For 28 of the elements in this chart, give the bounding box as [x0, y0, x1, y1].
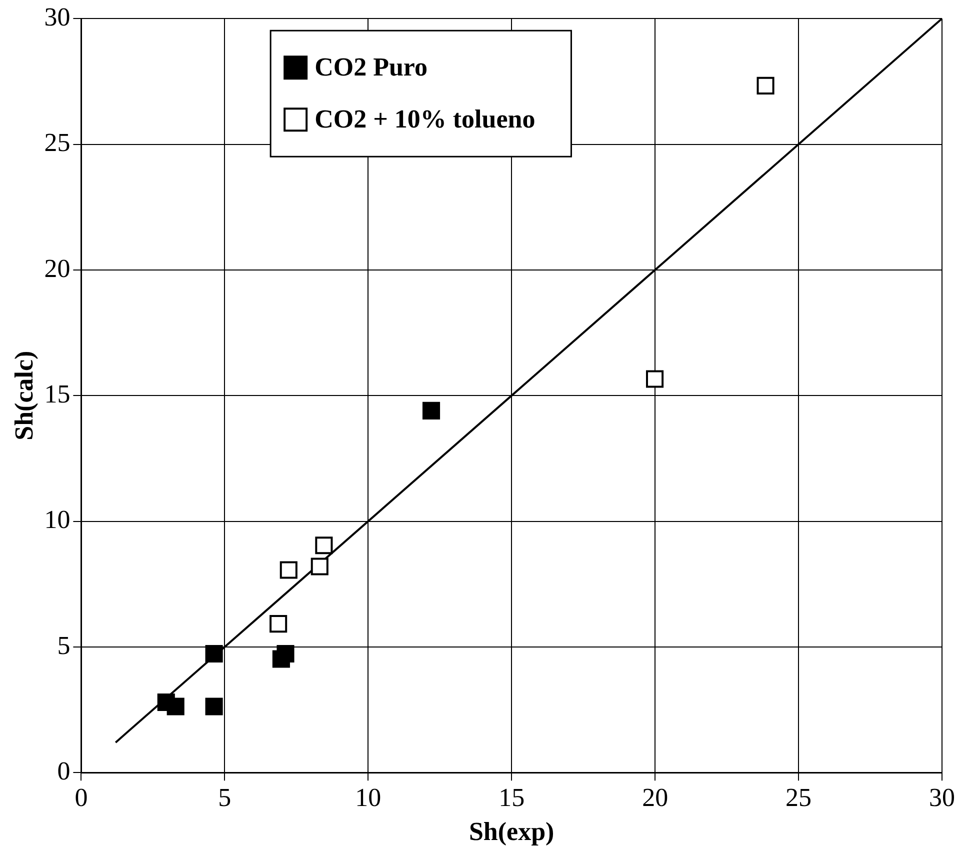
point [310, 558, 328, 576]
point [756, 76, 774, 94]
x-tick-label: 20 [642, 783, 668, 812]
point [422, 402, 440, 420]
point [315, 536, 333, 554]
point [205, 698, 223, 716]
legend-label: CO2 + 10% tolueno [314, 104, 536, 134]
x-axis-title: Sh(exp) [468, 817, 554, 846]
x-tick-label: 30 [929, 783, 955, 812]
x-tick-label: 10 [355, 783, 382, 812]
point [270, 615, 288, 633]
x-tick-label: 15 [498, 783, 525, 812]
point [280, 561, 298, 579]
y-tick-label: 5 [57, 630, 70, 660]
y-tick-label: 25 [44, 128, 70, 158]
legend-label: CO2 Puro [314, 52, 428, 82]
y-tick-label: 30 [44, 2, 70, 32]
y-tick-label: 20 [44, 254, 70, 283]
point [276, 644, 294, 662]
point [205, 644, 223, 662]
x-tick-label: 25 [786, 783, 812, 812]
y-tick-label: 10 [44, 505, 70, 534]
y-tick-label: 15 [44, 379, 70, 408]
point [646, 370, 664, 388]
point [166, 698, 184, 716]
x-tick-label: 5 [218, 783, 232, 812]
y-tick-label: 0 [57, 756, 70, 786]
y-axis-title: Sh(calc) [9, 350, 38, 440]
